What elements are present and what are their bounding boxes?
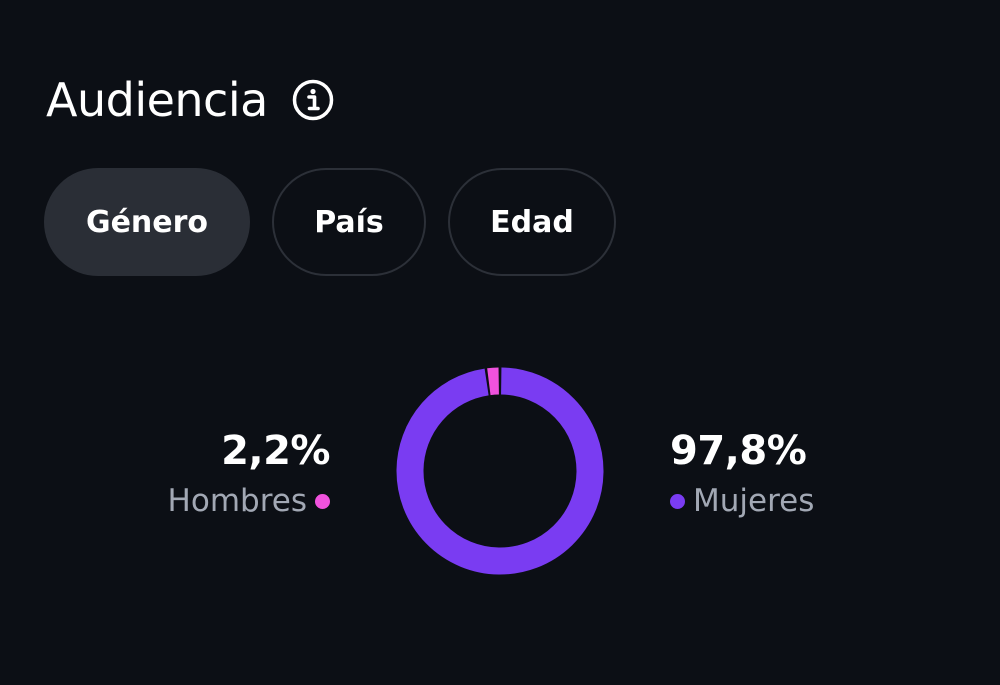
donut-segment-mujeres <box>396 367 604 575</box>
tab-edad[interactable]: Edad <box>448 168 616 276</box>
stat-mujeres: 97,8% Mujeres <box>670 425 814 523</box>
hombres-percentage: 2,2% <box>221 428 330 474</box>
panel-header: Audiencia <box>46 70 334 130</box>
hombres-label: Hombres <box>167 483 307 519</box>
audience-tabs: Género País Edad <box>44 168 638 276</box>
stat-hombres: 2,2% Hombres <box>167 425 331 523</box>
tab-genero[interactable]: Género <box>44 168 250 276</box>
panel-title: Audiencia <box>46 73 268 127</box>
mujeres-label: Mujeres <box>693 483 815 519</box>
mujeres-percentage: 97,8% <box>670 428 807 474</box>
mujeres-legend-dot <box>670 493 685 509</box>
hombres-legend-dot <box>315 493 330 509</box>
info-icon[interactable] <box>292 79 334 121</box>
gender-donut-chart <box>396 367 604 575</box>
tab-pais[interactable]: País <box>272 168 426 276</box>
